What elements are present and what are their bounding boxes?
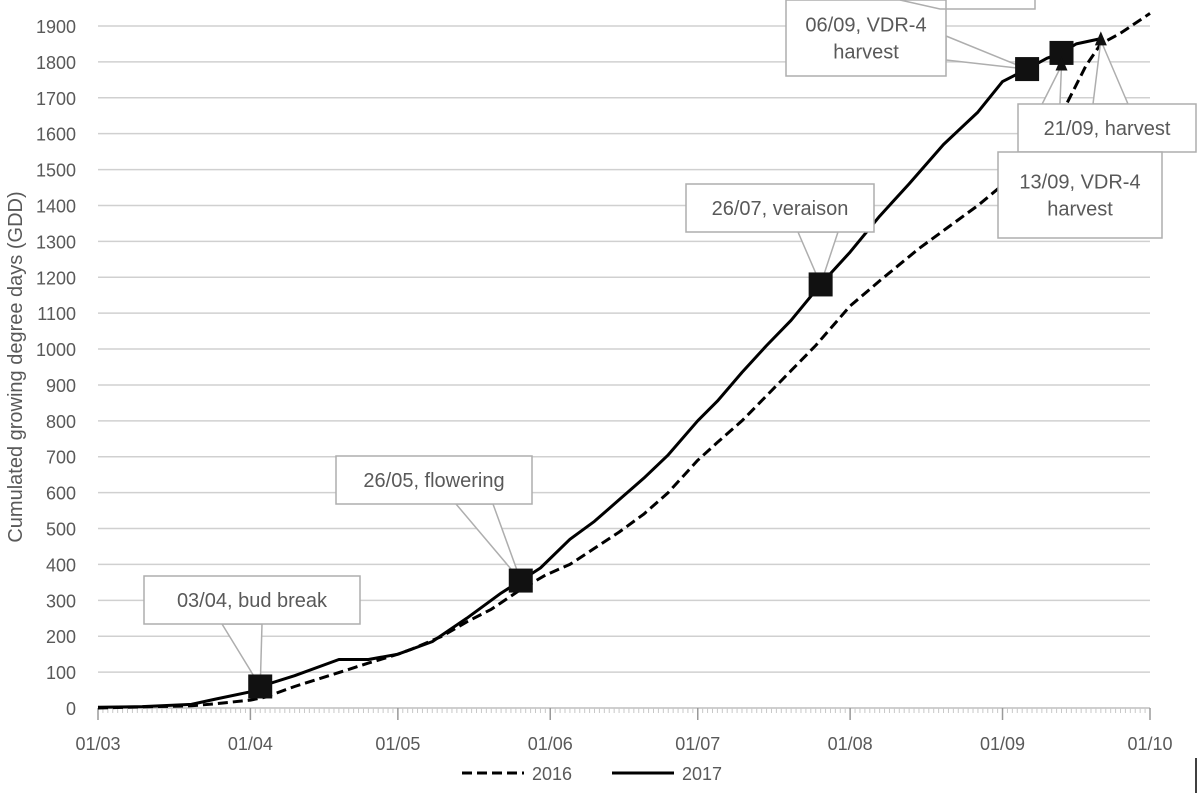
callout-boxes: 03/04, bud break 26/05, flowering 26/07, v… xyxy=(143,0,1197,625)
callout-box xyxy=(335,455,533,505)
series-line-2017 xyxy=(97,37,1102,709)
y-tick-labels: 0 100 200 300 400 500 600 700 800 900 1000 1100 1200… xyxy=(36,17,76,719)
legend: 2016 2017 xyxy=(462,764,722,784)
x-tick-label: 01/05 xyxy=(375,734,420,754)
x-tick-label: 01/03 xyxy=(75,734,120,754)
x-tick-label: 01/04 xyxy=(228,734,273,754)
x-tick-label: 01/08 xyxy=(828,734,873,754)
callout-text: 03/04, bud break xyxy=(177,590,328,612)
y-tick-label: 1900 xyxy=(36,17,76,37)
legend-label-2017: 2017 xyxy=(682,764,722,784)
callout-text: 21/09, harvest xyxy=(1044,118,1171,140)
y-axis-label: Cumulated growing degree days (GDD) xyxy=(5,191,27,542)
callout-text: 13/09, VDR-4 xyxy=(1019,172,1140,194)
clipped-callout xyxy=(899,0,1036,10)
callout-box xyxy=(143,575,361,625)
x-tick-label: 01/07 xyxy=(675,734,720,754)
callout-text: harvest xyxy=(833,42,899,64)
x-tick-label: 01/10 xyxy=(1127,734,1172,754)
x-tick-label: 01/06 xyxy=(528,734,573,754)
y-tick-label: 100 xyxy=(46,663,76,683)
gridlines xyxy=(98,25,1150,673)
y-tick-label: 1000 xyxy=(36,340,76,360)
callout-box xyxy=(785,0,947,77)
stage-marker-square xyxy=(1015,57,1040,82)
series-lines xyxy=(97,12,1151,710)
stage-marker-square xyxy=(248,674,273,699)
y-tick-label: 400 xyxy=(46,555,76,575)
callout-text: 06/09, VDR-4 xyxy=(805,15,926,37)
callout-text: 26/07, veraison xyxy=(712,198,849,220)
stage-marker-square xyxy=(808,272,833,297)
x-axis: 01/03 01/04 01/05 01/06 01/07 01/08 01/09 01/10 xyxy=(75,707,1173,754)
callout-text: harvest xyxy=(1047,199,1113,221)
y-tick-label: 1700 xyxy=(36,89,76,109)
callout-text: 26/05, flowering xyxy=(363,470,504,492)
y-tick-label: 300 xyxy=(46,591,76,611)
y-tick-label: 0 xyxy=(66,699,76,719)
y-tick-label: 200 xyxy=(46,627,76,647)
callout-box xyxy=(1017,103,1197,153)
y-tick-label: 1300 xyxy=(36,232,76,252)
legend-label-2016: 2016 xyxy=(532,764,572,784)
y-tick-label: 1200 xyxy=(36,268,76,288)
y-tick-label: 1600 xyxy=(36,125,76,145)
y-tick-label: 800 xyxy=(46,412,76,432)
y-tick-label: 1800 xyxy=(36,53,76,73)
x-tick-label: 01/09 xyxy=(980,734,1025,754)
stage-marker-square xyxy=(508,568,533,593)
y-tick-label: 1400 xyxy=(36,196,76,216)
callout-pointer xyxy=(945,35,1028,70)
y-tick-label: 1500 xyxy=(36,161,76,181)
stage-marker-triangle xyxy=(1094,31,1107,46)
y-tick-label: 500 xyxy=(46,520,76,540)
series-line-2016 xyxy=(97,12,1151,710)
y-tick-label: 700 xyxy=(46,448,76,468)
y-tick-label: 1100 xyxy=(37,304,76,324)
callout-box xyxy=(685,183,875,233)
callout-box xyxy=(997,151,1163,239)
y-tick-label: 900 xyxy=(46,376,76,396)
y-tick-label: 600 xyxy=(46,484,76,504)
stage-marker-triangle xyxy=(1055,56,1068,71)
phenology-markers xyxy=(248,31,1107,699)
